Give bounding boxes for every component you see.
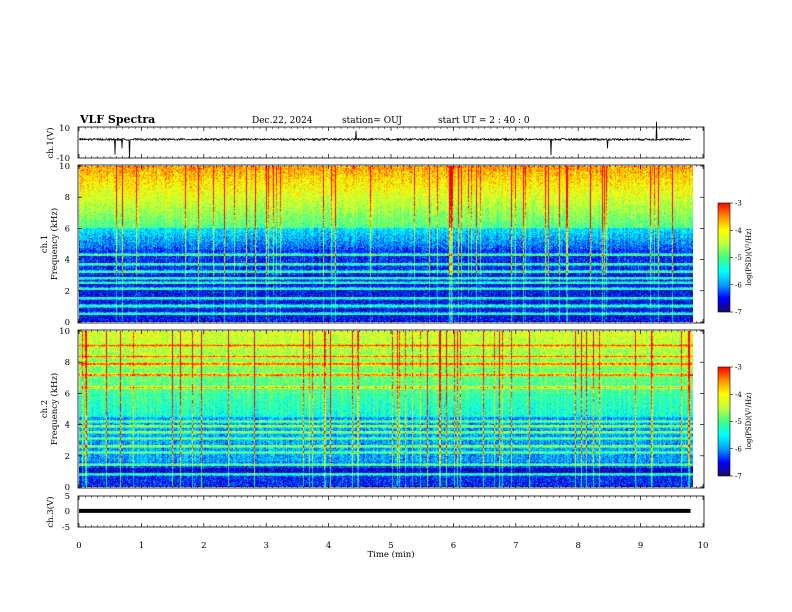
colorbar-tick-label: -7 [735,309,742,317]
time-axis-label: Time (min) [367,549,414,560]
time-axis: 0 1 2 3 4 5 6 7 8 9 10 [76,127,708,551]
ch2-spec-ylabel-channel: ch.2 [40,400,50,418]
freq-tick-label: 10 [59,327,70,337]
start-time-label: start UT = 2 : 40 : 0 [438,116,530,126]
colorbar-tick-label: -4 [735,391,742,399]
time-tick-label: 4 [326,541,331,551]
ch1-voltage-line [78,121,691,159]
time-tick-label: 8 [575,541,580,551]
colorbar-tick-label: -5 [735,254,742,262]
ch2-spec-ylabel-freq: Frequency (kHz) [49,373,60,445]
ch2-colorbar-label: log(PSD)(V²/Hz) [745,392,753,449]
ch1-spec-ylabel-channel: ch.1 [40,235,50,253]
freq-tick-label: 4 [65,256,70,266]
station-label: station= OUJ [342,116,402,126]
ch3v-tick-0: 0 [65,507,70,517]
colorbar-tick-label: -6 [735,445,742,453]
freq-tick-label: 10 [59,162,70,172]
time-tick-label: 9 [638,541,643,551]
time-tick-label: 7 [513,541,518,551]
ch1-colorbar-bar [717,202,731,313]
ch1-voltage-trace [78,121,691,159]
time-tick-label: 10 [698,541,709,551]
ch1-voltage-frame [77,126,705,159]
freq-tick-label: 4 [65,421,70,431]
time-tick-label: 2 [201,541,206,551]
time-tick-label: 0 [76,541,81,551]
ch1-spec-ylabel-freq: Frequency (kHz) [49,208,60,280]
time-tick-label: 1 [139,541,144,551]
ch1-colorbar: -3 -4 -5 -6 -7 log(PSD)(V²/Hz) [717,200,753,317]
freq-tick-label: 2 [65,287,70,297]
ch2-colorbar-bar [717,366,731,477]
colorbar-tick-label: -6 [735,281,742,289]
ch3-voltage-panel: 5 0 -5 ch.3(V) [45,492,705,533]
ch1v-tick-neg10: -10 [56,154,70,164]
ch3v-tick-5: 5 [65,492,70,502]
ch2-spectrogram-panel: 0 2 4 6 8 10 ch.2 Frequency (kHz) [40,327,705,493]
colorbar-tick-label: -3 [735,364,742,372]
ch3v-tick-neg5: -5 [62,523,70,533]
colorbar-tick-label: -5 [735,418,742,426]
ch1v-tick-10: 10 [59,124,70,134]
freq-tick-label: 2 [65,452,70,462]
ch1-spectrogram-image [79,166,693,322]
freq-tick-label: 6 [65,389,70,399]
ch1-voltage-panel: 10 -10 ch.1(V) [45,121,705,164]
ch1-spectrogram-panel: 0 2 4 6 8 10 ch.1 Frequency (kHz) [40,162,705,328]
time-tick-label: 5 [388,541,393,551]
freq-tick-label: 0 [65,483,70,493]
ch2-spectrogram-image [79,331,693,487]
colorbar-tick-label: -3 [735,200,742,208]
ch1-colorbar-label: log(PSD)(V²/Hz) [745,228,753,285]
colorbar-tick-label: -4 [735,227,742,235]
freq-tick-label: 0 [65,318,70,328]
freq-tick-label: 8 [65,358,70,368]
figure-title: VLF Spectra [79,113,155,126]
ch1v-ylabel: ch.1(V) [45,127,56,158]
date-label: Dec.22, 2024 [252,116,313,126]
freq-tick-label: 8 [65,193,70,203]
freq-tick-label: 6 [65,224,70,234]
ch2-colorbar: -3 -4 -5 -6 -7 log(PSD)(V²/Hz) [717,364,753,481]
colorbar-tick-label: -7 [735,473,742,481]
time-tick-label: 3 [263,541,268,551]
time-tick-label: 6 [451,541,456,551]
ch3v-ylabel: ch.3(V) [45,496,56,527]
